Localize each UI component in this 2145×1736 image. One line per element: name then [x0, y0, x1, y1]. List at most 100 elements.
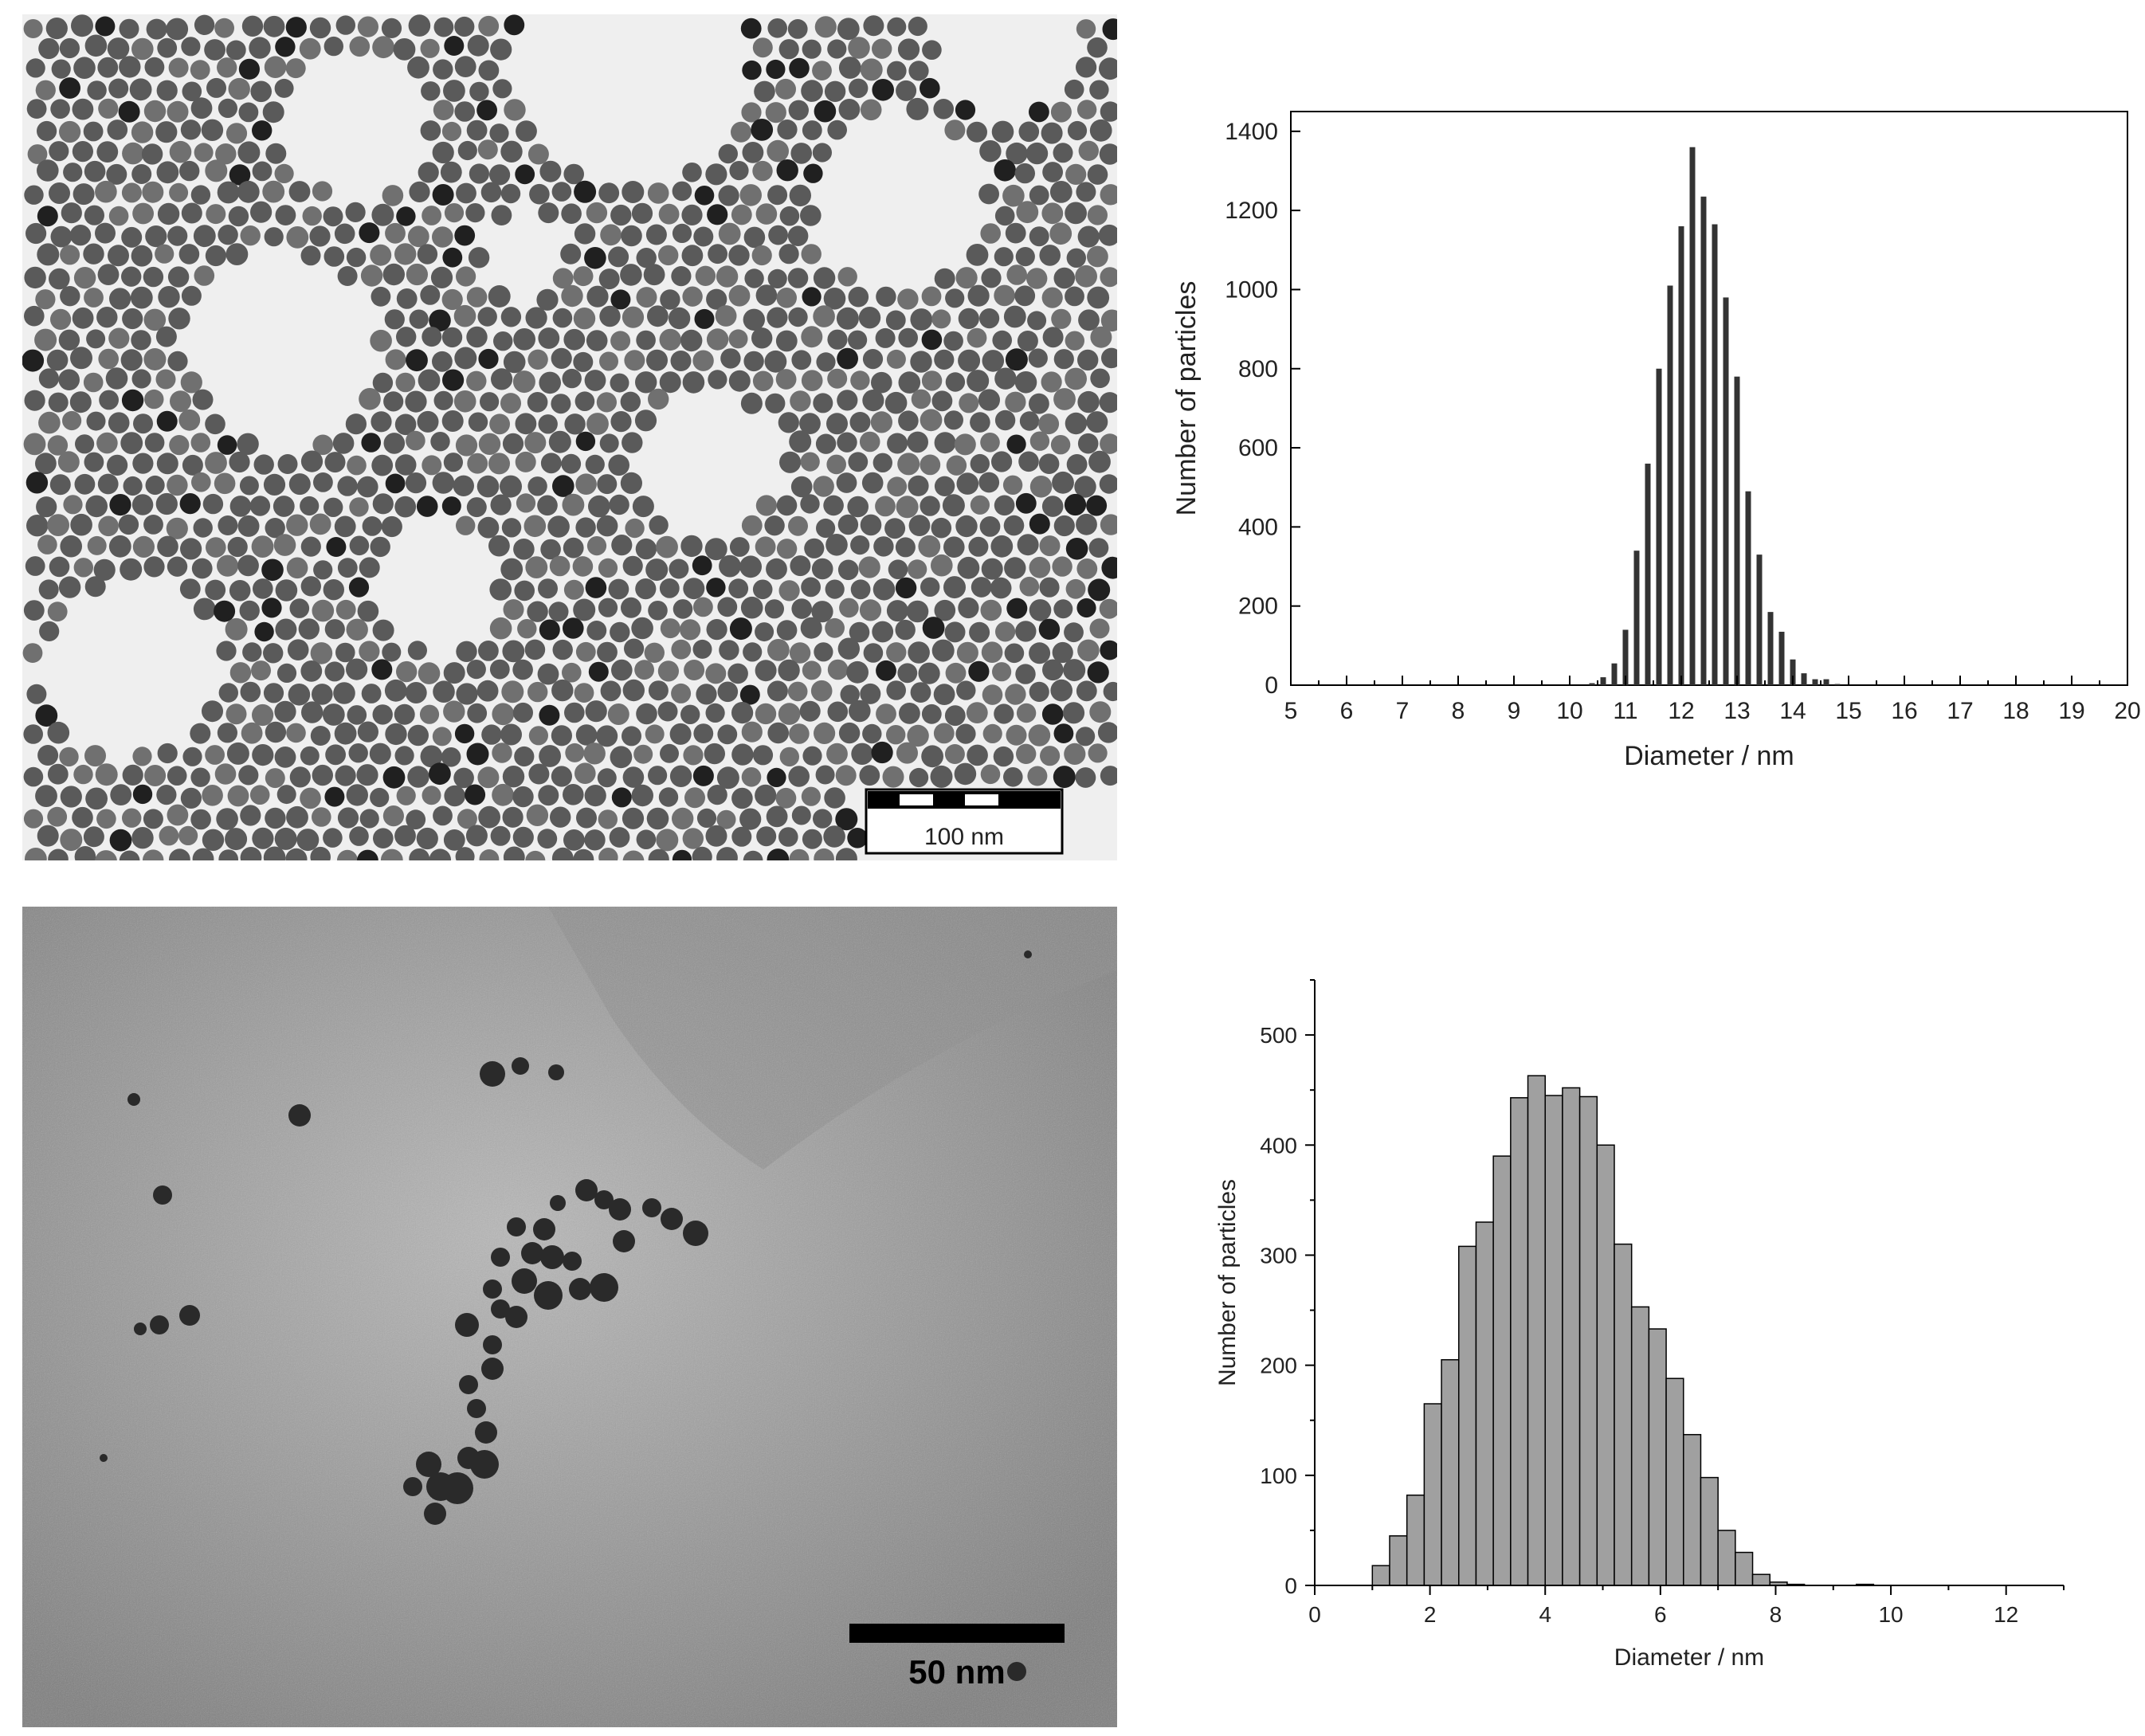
nanoparticle — [767, 268, 787, 288]
nanoparticle — [334, 223, 355, 245]
nanoparticle — [1074, 476, 1096, 498]
nanoparticle — [60, 786, 82, 808]
nanoparticle — [1100, 267, 1120, 288]
nanoparticle — [178, 244, 200, 265]
histogram-bar — [1790, 659, 1796, 685]
nanoparticle — [144, 765, 167, 786]
nanoparticle — [334, 722, 357, 745]
nanoparticle — [108, 327, 130, 349]
nanoparticle — [608, 454, 629, 476]
nanoparticle — [895, 619, 916, 641]
nanoparticle — [899, 703, 920, 724]
nanoparticle — [1014, 285, 1036, 307]
nanoparticle — [142, 181, 164, 203]
nanoparticle — [406, 263, 428, 286]
nanoparticle — [35, 453, 57, 475]
nanoparticle — [742, 142, 764, 163]
nanoparticle — [945, 662, 967, 684]
nanoparticle — [478, 433, 501, 455]
nanoparticle — [645, 724, 665, 744]
nanoparticle — [167, 100, 189, 123]
nanoparticle — [946, 455, 967, 476]
nanoparticle — [1039, 245, 1061, 266]
nanoparticle — [958, 597, 979, 619]
nanoparticle — [432, 141, 454, 164]
nanoparticle — [121, 266, 142, 287]
nanoparticle — [217, 723, 237, 743]
nanoparticle — [776, 288, 797, 308]
nanoparticle — [22, 349, 45, 372]
nanoparticle — [93, 558, 116, 581]
nanoparticle — [885, 310, 906, 331]
nanoparticle — [575, 724, 598, 746]
nanoparticle — [755, 660, 777, 682]
nanoparticle — [1065, 578, 1086, 599]
nanoparticle — [442, 369, 465, 391]
histogram-bar — [1423, 1403, 1442, 1586]
nanoparticle — [265, 518, 285, 539]
nanoparticle — [802, 39, 822, 59]
nanoparticle — [847, 496, 869, 518]
nanoparticle — [454, 56, 476, 77]
nanoparticle — [994, 159, 1016, 182]
nanoparticle — [337, 558, 358, 578]
nanoparticle — [837, 267, 857, 287]
nanoparticle — [406, 430, 425, 451]
nanoparticle — [981, 641, 1003, 663]
nanoparticle — [205, 452, 227, 474]
nanoparticle — [527, 143, 549, 165]
nanoparticle — [443, 453, 464, 472]
nanoparticle — [850, 535, 870, 555]
nanoparticle — [944, 621, 966, 643]
nanoparticle — [1003, 305, 1026, 328]
nanoparticle — [992, 330, 1012, 351]
nanoparticle — [1029, 513, 1050, 535]
nanoparticle — [549, 555, 571, 577]
nanoparticle — [239, 476, 259, 496]
nanoparticle — [335, 642, 355, 663]
nanoparticle — [871, 371, 892, 394]
nanoparticle — [873, 536, 894, 557]
nanoparticle — [765, 102, 786, 123]
nanoparticle — [206, 537, 226, 558]
nanoparticle — [633, 744, 653, 764]
nanoparticle — [539, 371, 561, 394]
nanoparticle — [728, 284, 751, 307]
nanoparticle — [469, 163, 490, 184]
nanoparticle — [491, 1248, 510, 1267]
x-tick-label: 14 — [1779, 698, 1806, 724]
nanoparticle — [26, 684, 47, 704]
nanoparticle — [610, 411, 632, 433]
nanoparticle — [288, 684, 311, 706]
nanoparticle — [193, 225, 216, 248]
nanoparticle — [551, 347, 572, 369]
tem-micrograph-bottom: 50 nm — [22, 907, 1117, 1727]
nanoparticle — [261, 558, 284, 582]
nanoparticle — [823, 288, 846, 310]
nanoparticle — [132, 747, 152, 766]
nanoparticle — [694, 186, 715, 206]
nanoparticle — [931, 309, 951, 329]
nanoparticle — [802, 287, 822, 307]
nanoparticle — [98, 98, 119, 119]
nanoparticle — [324, 36, 343, 57]
nanoparticle — [945, 372, 966, 392]
nanoparticle — [933, 723, 955, 744]
histogram-bar — [1589, 683, 1595, 685]
nanoparticle — [980, 223, 1001, 244]
nanoparticle — [273, 534, 296, 556]
nanoparticle — [620, 264, 642, 286]
nanoparticle — [405, 390, 427, 413]
nanoparticle — [898, 410, 919, 431]
nanoparticle — [385, 723, 407, 746]
nanoparticle — [957, 556, 980, 579]
nanoparticle — [326, 537, 347, 557]
nanoparticle — [585, 454, 605, 475]
nanoparticle — [396, 786, 416, 805]
nanoparticle — [95, 222, 116, 244]
nanoparticle — [385, 473, 406, 494]
scale-bar-segment — [965, 794, 998, 805]
nanoparticle — [860, 514, 882, 536]
nanoparticle — [955, 100, 976, 120]
nanoparticle — [23, 19, 43, 38]
